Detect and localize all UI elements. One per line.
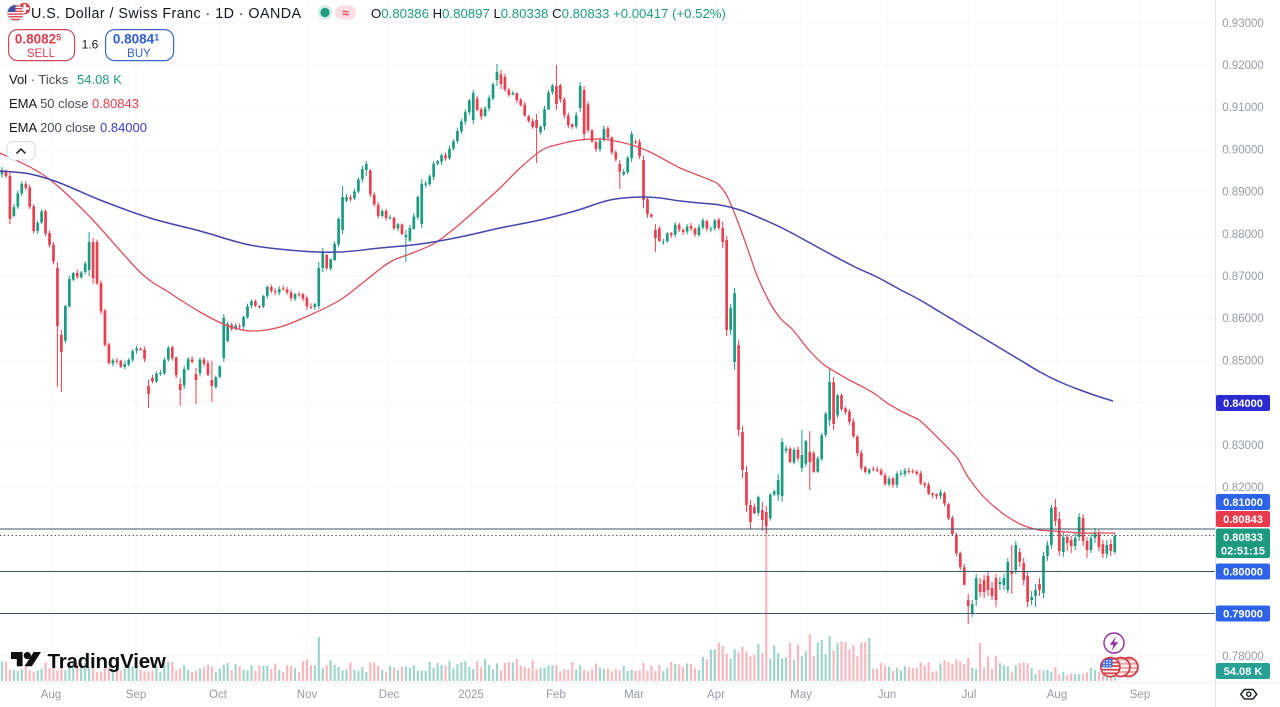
svg-text:2025: 2025: [458, 689, 484, 701]
svg-text:0.84000: 0.84000: [1223, 398, 1263, 410]
svg-text:0.79000: 0.79000: [1223, 609, 1263, 621]
svg-text:0.86000: 0.86000: [1222, 313, 1264, 325]
svg-text:0.80841: 0.80841: [113, 32, 159, 47]
svg-text:Aug: Aug: [41, 689, 61, 701]
svg-text:02:51:15: 02:51:15: [1221, 546, 1265, 558]
svg-text:0.78000: 0.78000: [1222, 651, 1264, 663]
svg-text:1.6: 1.6: [82, 38, 99, 52]
svg-text:0.88000: 0.88000: [1222, 229, 1264, 241]
svg-text:SELL: SELL: [27, 48, 56, 60]
svg-text:O0.80386 H0.80897 L0.80338 C0.: O0.80386 H0.80897 L0.80338 C0.80833 +0.0…: [371, 6, 726, 21]
svg-text:Sep: Sep: [1130, 689, 1150, 701]
svg-text:Feb: Feb: [546, 689, 566, 701]
svg-text:Apr: Apr: [707, 689, 725, 701]
svg-text:Jul: Jul: [962, 689, 977, 701]
svg-text:0.80843: 0.80843: [1223, 514, 1263, 526]
svg-text:Nov: Nov: [297, 689, 318, 701]
svg-text:BUY: BUY: [127, 48, 151, 60]
svg-text:0.89000: 0.89000: [1222, 187, 1264, 199]
svg-text:54.08 K: 54.08 K: [1224, 666, 1263, 678]
svg-text:Jun: Jun: [878, 689, 897, 701]
svg-text:May: May: [790, 689, 812, 701]
svg-text:0.90000: 0.90000: [1222, 144, 1264, 156]
svg-text:0.85000: 0.85000: [1222, 355, 1264, 367]
svg-text:0.82000: 0.82000: [1222, 482, 1264, 494]
svg-text:0.91000: 0.91000: [1222, 102, 1264, 114]
svg-text:0.87000: 0.87000: [1222, 271, 1264, 283]
svg-text:TradingView: TradingView: [48, 650, 166, 673]
svg-text:Oct: Oct: [209, 689, 228, 701]
svg-text:0.93000: 0.93000: [1222, 18, 1264, 30]
svg-text:Sep: Sep: [126, 689, 146, 701]
svg-text:Aug: Aug: [1047, 689, 1067, 701]
svg-text:0.80833: 0.80833: [1223, 532, 1263, 544]
svg-text:0.83000: 0.83000: [1222, 440, 1264, 452]
svg-text:0.81000: 0.81000: [1223, 497, 1263, 509]
svg-text:≈: ≈: [342, 6, 349, 20]
svg-text:0.92000: 0.92000: [1222, 60, 1264, 72]
svg-text:0.80000: 0.80000: [1223, 567, 1263, 579]
svg-text:U.S. Dollar / Swiss Franc · 1D: U.S. Dollar / Swiss Franc · 1D · OANDA: [31, 6, 302, 22]
svg-text:0.80825: 0.80825: [15, 32, 61, 47]
svg-text:Dec: Dec: [379, 689, 400, 701]
svg-text:Mar: Mar: [624, 689, 644, 701]
